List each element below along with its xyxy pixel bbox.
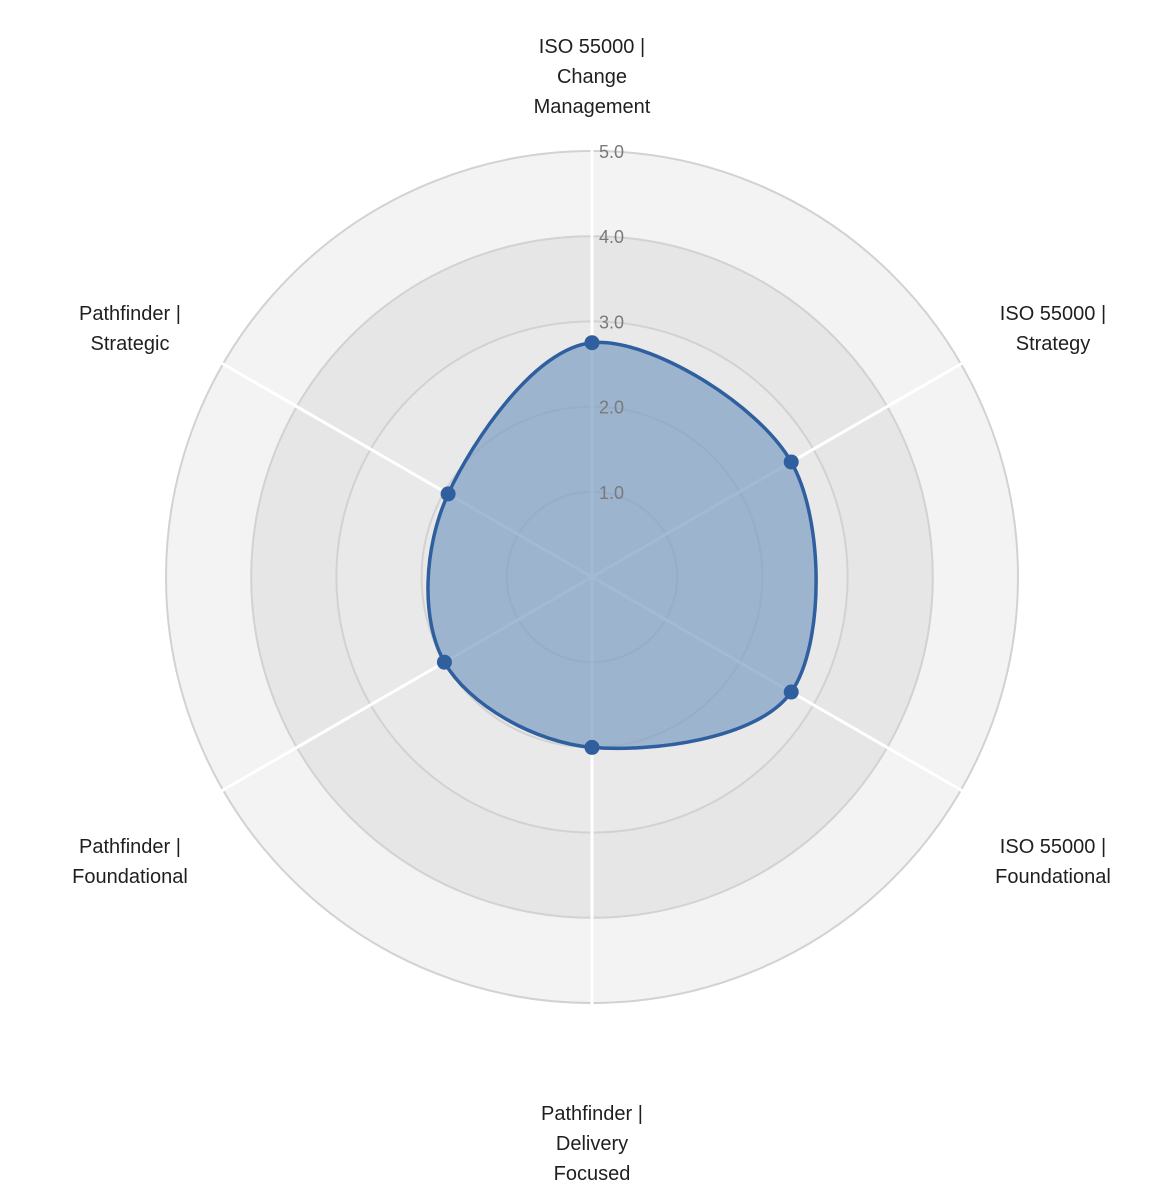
tick-label: 1.0 [599, 483, 624, 503]
radar-series-points [436, 335, 799, 755]
radar-axis-labels: ISO 55000 | Change Management ISO 55000 | St… [72, 36, 1111, 1185]
axis-label: ISO 55000 | Strategy [1000, 303, 1106, 355]
radar-tick-labels: 1.0 2.0 3.0 4.0 5.0 [599, 142, 624, 503]
axis-label: Pathfinder | Strategic [79, 303, 181, 355]
data-point [783, 684, 799, 700]
data-point [584, 739, 600, 755]
axis-label: Pathfinder | Foundational [72, 836, 188, 888]
data-point [436, 654, 452, 670]
data-point [584, 335, 600, 351]
axis-label: ISO 55000 | Foundational [995, 836, 1111, 888]
tick-label: 4.0 [599, 227, 624, 247]
axis-label: ISO 55000 | Change Management [534, 36, 651, 118]
tick-label: 2.0 [599, 398, 624, 418]
data-point [783, 454, 799, 470]
tick-label: 3.0 [599, 312, 624, 332]
data-point [440, 486, 456, 502]
tick-label: 5.0 [599, 142, 624, 162]
axis-label: Pathfinder | Delivery Focused [541, 1103, 643, 1185]
